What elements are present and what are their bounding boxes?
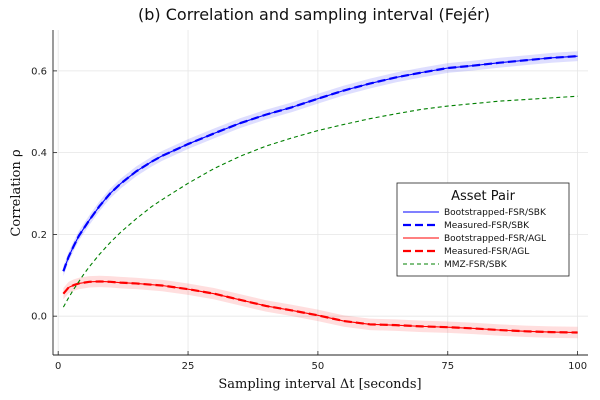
- band-series-2: [63, 275, 578, 339]
- axes: [52, 30, 588, 356]
- line-series-4: [62, 95, 578, 308]
- legend: Asset Pair Bootstrapped-FSR/SBK Measured-…: [396, 182, 570, 277]
- chart-title: (b) Correlation and sampling interval (F…: [138, 5, 490, 24]
- legend-label-4: MMZ-FSR/SBK: [444, 260, 508, 270]
- legend-title: Asset Pair: [451, 189, 516, 204]
- x-tick-label-0: 0: [55, 361, 61, 372]
- y-tick-label-1: 0.2: [31, 230, 47, 241]
- y-tick-label-0: 0.0: [31, 312, 47, 323]
- y-tick-label-2: 0.4: [31, 148, 47, 159]
- legend-entries: Bootstrapped-FSR/SBK Measured-FSR/SBK Boot…: [403, 208, 547, 270]
- tick-labels: 0 25 50 75 100 0.0 0.2 0.4 0.6: [31, 66, 587, 372]
- legend-box: [396, 182, 570, 277]
- confidence-bands: [63, 51, 578, 339]
- legend-label-2: Bootstrapped-FSR/AGL: [444, 234, 546, 244]
- legend-label-3: Measured-FSR/AGL: [444, 247, 529, 257]
- line-series-3: [62, 280, 578, 334]
- legend-label-1: Measured-FSR/SBK: [444, 221, 530, 231]
- band-series-0: [63, 51, 578, 277]
- x-axis-label: Sampling interval Δt [seconds]: [218, 377, 421, 392]
- series-lines: [62, 55, 578, 334]
- x-tick-label-3: 75: [441, 361, 454, 372]
- y-tick-label-3: 0.6: [31, 66, 47, 77]
- x-tick-label-2: 50: [312, 361, 325, 372]
- legend-label-0: Bootstrapped-FSR/SBK: [444, 208, 547, 218]
- y-axis-label: Correlation ρ: [9, 149, 24, 236]
- x-tick-label-1: 25: [182, 361, 195, 372]
- x-tick-label-4: 100: [568, 361, 587, 372]
- line-series-1: [62, 55, 578, 272]
